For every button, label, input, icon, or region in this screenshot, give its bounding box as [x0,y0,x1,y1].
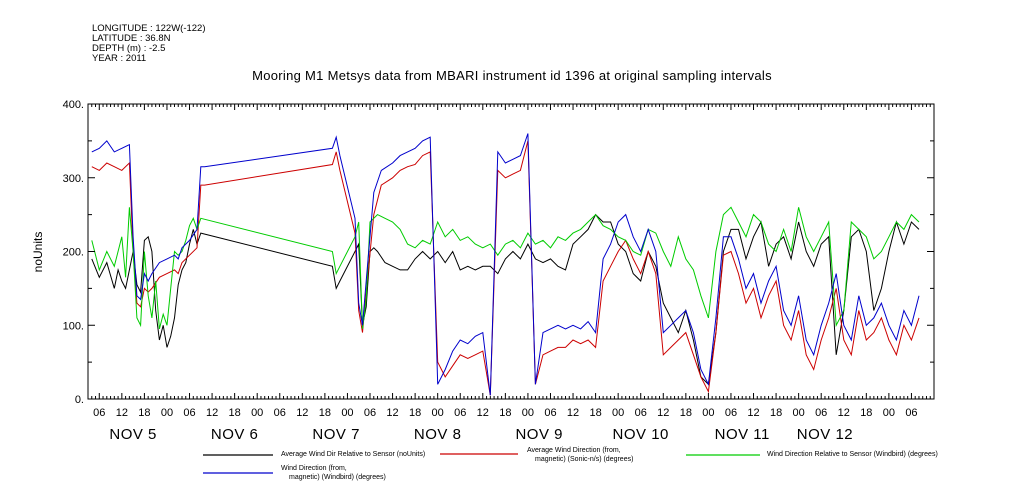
series-group [91,133,920,396]
x-tick-label: 00 [883,407,895,419]
legend-label-3: Wind Direction Relative to Sensor (Windb… [767,451,938,458]
x-tick-label: 18 [499,407,511,419]
y-tick-label: 300. [63,173,84,185]
x-tick-label: 18 [138,407,150,419]
x-tick-label: 00 [161,407,173,419]
day-label: NOV 7 [312,426,360,443]
x-tick-label: 06 [635,407,647,419]
metadata-latitude: LATITUDE : 36.8N [92,33,171,44]
plot-frame [87,103,935,400]
legend-label-4: Wind Direction (from, magnetic) (Windbird… [281,465,386,481]
legend-label-1: Average Wind Dir Relative to Sensor (noU… [281,451,425,458]
x-tick-label: 18 [860,407,872,419]
x-tick-label: 18 [229,407,241,419]
x-tick-label: 06 [93,407,105,419]
x-tick-label: 18 [589,407,601,419]
x-tick-label: 06 [274,407,286,419]
legend-label-2: Average Wind Direction (from, magnetic) (… [527,447,633,463]
metadata-longitude: LONGITUDE : 122W(-122) [92,23,206,34]
x-tick-label: 00 [432,407,444,419]
day-label: NOV 12 [797,426,853,443]
series-line-4 [91,133,920,396]
series-line-1 [91,213,920,386]
x-tick-label: 06 [183,407,195,419]
y-tick-label: 400. [63,99,84,111]
x-tick-label: 12 [838,407,850,419]
legend: Average Wind Dir Relative to Sensor (noU… [203,447,938,481]
x-tick-label: 06 [815,407,827,419]
x-tick-label: 06 [454,407,466,419]
x-tick-label: 12 [386,407,398,419]
x-ticks: 06 12 18 00 06 12 18 00 06 12 18 00 06 12 18 00 06 12 18 00… [87,104,935,419]
x-tick-label: 00 [341,407,353,419]
day-label: NOV 6 [211,426,259,443]
x-tick-label: 12 [296,407,308,419]
day-label: NOV 8 [414,426,462,443]
x-tick-label: 12 [477,407,489,419]
x-tick-label: 06 [364,407,376,419]
metadata-year: YEAR : 2011 [92,53,146,64]
x-tick-label: 12 [206,407,218,419]
day-label: NOV 11 [715,426,770,443]
x-tick-label: 06 [905,407,917,419]
metadata-depth: DEPTH (m) : -2.5 [92,43,165,54]
chart-title: Mooring M1 Metsys data from MBARI instru… [252,68,772,83]
day-label: NOV 5 [109,426,157,443]
x-tick-label: 12 [657,407,669,419]
y-tick-label: 100. [63,320,84,332]
x-tick-label: 12 [567,407,579,419]
y-tick-label: 0. [75,394,84,406]
x-tick-label: 18 [680,407,692,419]
x-tick-label: 18 [409,407,421,419]
x-tick-label: 06 [725,407,737,419]
x-tick-label: 00 [793,407,805,419]
x-tick-label: 00 [702,407,714,419]
metadata-block: LONGITUDE : 122W(-122) LATITUDE : 36.8N … [92,23,206,64]
series-line-2 [91,140,920,396]
y-ticks: 0. 100. 200. 300. 400. [63,99,934,406]
x-tick-label: 12 [747,407,759,419]
x-tick-label: 00 [612,407,624,419]
x-tick-label: 00 [251,407,263,419]
day-label: NOV 10 [613,426,669,443]
y-axis-label: noUnits [31,232,45,273]
x-tick-label: 18 [770,407,782,419]
series-line-3 [91,206,920,330]
day-label: NOV 9 [515,426,563,443]
x-tick-label: 00 [522,407,534,419]
y-tick-label: 200. [63,247,84,259]
x-tick-label: 12 [116,407,128,419]
day-labels: NOV 5 NOV 6 NOV 7 NOV 8 NOV 9 NOV 10 NOV 11 NOV… [109,426,853,443]
x-tick-label: 18 [319,407,331,419]
x-tick-label: 06 [544,407,556,419]
